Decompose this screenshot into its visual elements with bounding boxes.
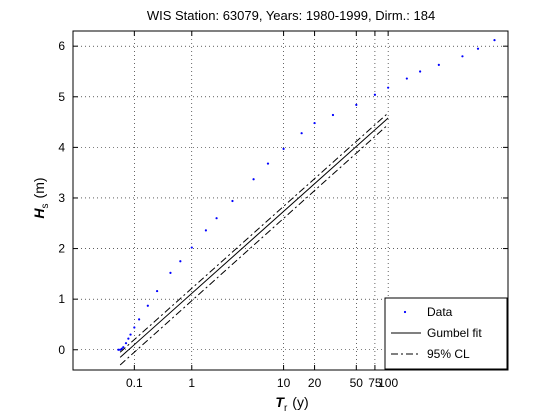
data-point: [300, 132, 303, 135]
x-tick-label: 0.1: [126, 376, 143, 390]
x-axis-label-subscript: r: [284, 403, 288, 414]
legend: Data Gumbel fit 95% CL: [384, 297, 508, 370]
data-point: [204, 229, 207, 232]
legend-label: Gumbel fit: [427, 326, 482, 340]
x-axis-label-symbol: T: [275, 394, 285, 410]
data-point: [215, 217, 218, 220]
data-point: [138, 318, 141, 321]
plot-frame: [72, 30, 509, 371]
x-tick-label: 100: [378, 376, 398, 390]
data-point: [119, 348, 122, 351]
data-point: [313, 121, 316, 125]
data-point: [405, 77, 408, 80]
y-tick-label: 4: [58, 140, 65, 154]
y-tick-label: 6: [58, 39, 65, 53]
data-point: [122, 346, 125, 349]
gumbel-fit-line: [119, 117, 389, 358]
data-point: [252, 178, 255, 181]
y-tick-label: 1: [58, 292, 65, 306]
data-points-series: [117, 39, 496, 351]
data-point: [373, 93, 377, 96]
chart-title: WIS Station: 63079, Years: 1980-1999, Di…: [147, 8, 435, 23]
x-tick-label: 50: [350, 376, 364, 390]
y-axis-tick-labels: 0 1 2 3 4 5 6: [58, 39, 65, 357]
y-axis-label: Hs (m): [31, 177, 51, 218]
x-tick-label: 10: [277, 376, 291, 390]
data-point: [120, 347, 123, 350]
data-point: [493, 39, 496, 42]
legend-label: 95% CL: [427, 347, 470, 361]
data-point: [387, 86, 390, 89]
data-point: [282, 147, 285, 150]
y-tick-label: 5: [58, 90, 65, 104]
x-tick-label: 1: [188, 376, 195, 390]
y-axis-label-symbol: H: [31, 208, 47, 219]
grid-lines: [73, 31, 508, 370]
legend-label: Data: [427, 305, 453, 319]
data-point: [266, 162, 270, 165]
data-point: [117, 348, 120, 351]
data-point: [169, 271, 172, 274]
legend-data-marker: [403, 310, 407, 314]
data-point: [419, 70, 422, 73]
y-tick-label: 2: [58, 242, 65, 256]
data-series: [117, 39, 496, 366]
data-point: [355, 103, 358, 106]
data-point: [461, 55, 464, 58]
data-point: [127, 337, 130, 340]
data-point: [124, 342, 128, 345]
data-point: [155, 289, 159, 293]
x-axis-label: Tr (y): [275, 394, 308, 414]
y-axis-label-subscript: s: [40, 203, 51, 208]
data-point: [476, 47, 480, 50]
data-point: [146, 304, 149, 307]
data-point: [133, 326, 136, 329]
x-axis-label-unit: (y): [292, 394, 308, 410]
data-point: [437, 63, 440, 66]
data-point: [331, 113, 335, 117]
x-tick-label: 75: [368, 376, 382, 390]
y-tick-label: 0: [58, 343, 65, 357]
data-point: [179, 260, 182, 263]
x-tick-label: 20: [308, 376, 322, 390]
data-point: [190, 246, 193, 249]
y-axis-label-unit: (m): [31, 177, 47, 198]
data-point: [231, 199, 234, 203]
data-point: [129, 333, 132, 336]
y-tick-label: 3: [58, 191, 65, 205]
